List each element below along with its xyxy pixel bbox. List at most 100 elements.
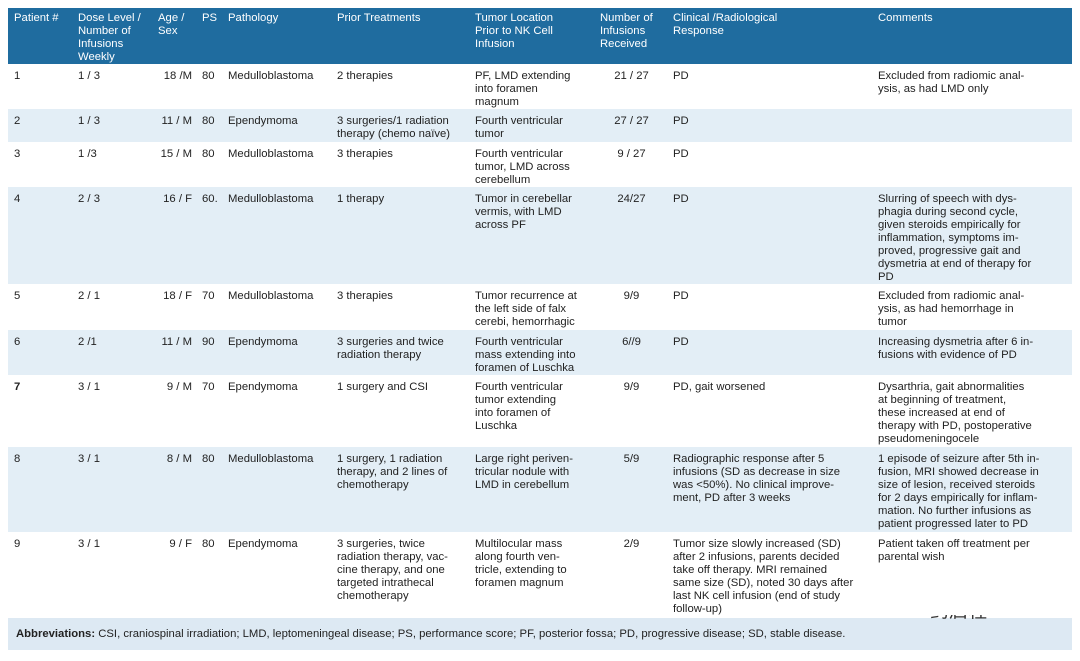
footnote-text: CSI, craniospinal irradiation; LMD, lept… xyxy=(98,628,846,640)
table-cell: PD xyxy=(673,70,689,82)
table-cell: 3 surgeries/1 radiation therapy (chemo n… xyxy=(337,115,451,140)
table-cell: 9 / F xyxy=(169,538,192,550)
table-cell: 9 xyxy=(14,538,21,550)
table-cell: 18 /M xyxy=(163,70,192,82)
table-cell: Excluded from radiomic anal- ysis, as ha… xyxy=(878,70,1025,95)
table-cell: 1 surgery, 1 radiation therapy, and 2 li… xyxy=(337,453,448,491)
table-cell: 80 xyxy=(202,115,215,127)
table-cell: Tumor size slowly increased (SD) after 2… xyxy=(673,538,854,615)
header-cell: Patient # xyxy=(14,12,59,24)
table-cell: 5 xyxy=(14,290,21,302)
table-cell: 1 episode of seizure after 5th in- fusio… xyxy=(878,453,1040,530)
table-row: 1 1 / 3 18 /M 80 Medulloblastoma 2 therapies P… xyxy=(8,64,1072,109)
table-cell: Ependymoma xyxy=(228,381,298,393)
table-row: 5 2 / 1 18 / F 70 Medulloblastoma 3 therapies… xyxy=(8,284,1072,330)
table-cell: 2 therapies xyxy=(337,70,393,82)
table-cell: 5/9 xyxy=(623,453,640,465)
table-cell: 80 xyxy=(202,70,215,82)
table-cell: Ependymoma xyxy=(228,336,298,348)
table-cell: 3 therapies xyxy=(337,148,393,160)
table-cell: 8 xyxy=(14,453,21,465)
table-cell: 1 therapy xyxy=(337,193,385,205)
table-row: 2 1 / 3 11 / M 80 Ependymoma 3 surgeries/1 ra… xyxy=(8,109,1072,142)
table-cell: 80 xyxy=(202,148,215,160)
table-cell: Excluded from radiomic anal- ysis, as ha… xyxy=(878,290,1025,328)
table-cell: 2/9 xyxy=(623,538,640,550)
table-cell: Ependymoma xyxy=(228,115,298,127)
footnote: Abbreviations: CSI, craniospinal irradia… xyxy=(8,618,1072,650)
header-cell: Number of Infusions Received xyxy=(600,12,653,50)
table-cell: 2 xyxy=(14,115,21,127)
table-cell: 70 xyxy=(202,381,215,393)
header-cell: Pathology xyxy=(228,12,279,24)
table-cell: 15 / M xyxy=(160,148,192,160)
table-cell: 1 / 3 xyxy=(78,115,100,127)
table-cell: Medulloblastoma xyxy=(228,148,314,160)
table-cell: 1 surgery and CSI xyxy=(337,381,429,393)
table-cell: 3 / 1 xyxy=(78,453,100,465)
table-row: 7 3 / 1 9 / M 70 Ependymoma 1 surgery and CSI… xyxy=(8,375,1072,447)
table-cell: 4 xyxy=(14,193,21,205)
header-cell: Clinical /Radiological Response xyxy=(673,12,778,37)
table-cell: 3 / 1 xyxy=(78,381,100,393)
table-row: 8 3 / 1 8 / M 80 Medulloblastoma 1 surgery, 1… xyxy=(8,447,1072,532)
table-cell: 1 xyxy=(14,70,21,82)
table-cell: Medulloblastoma xyxy=(228,453,314,465)
table-cell: Large right periven- tricular nodule wit… xyxy=(475,453,573,491)
table-cell: Fourth ventricular tumor, LMD across cer… xyxy=(475,148,570,186)
table-cell: PD, gait worsened xyxy=(673,381,766,393)
table-cell: 3 / 1 xyxy=(78,538,100,550)
table-cell: 18 / F xyxy=(163,290,192,302)
table-cell: PF, LMD extending into foramen magnum xyxy=(475,70,571,108)
table-row: 4 2 / 3 16 / F 60. Medulloblastoma 1 therapy T… xyxy=(8,187,1072,284)
table-cell: 27 / 27 xyxy=(614,115,649,127)
table-cell: 1 /3 xyxy=(78,148,97,160)
table-cell: 16 / F xyxy=(163,193,192,205)
table-cell: 9 / M xyxy=(166,381,192,393)
table-cell: 1 / 3 xyxy=(78,70,100,82)
table-cell: 6 xyxy=(14,336,21,348)
table-cell: Fourth ventricular mass extending into f… xyxy=(475,336,576,374)
header-cell: Prior Treatments xyxy=(337,12,421,24)
table-cell: 21 / 27 xyxy=(614,70,649,82)
header-row: Patient # Dose Level / Number of Infusion… xyxy=(8,8,1072,64)
footnote-label: Abbreviations: xyxy=(16,628,96,640)
table-cell: PD xyxy=(673,115,689,127)
table-cell: 3 surgeries and twice radiation therapy xyxy=(337,336,444,361)
table-cell: 3 therapies xyxy=(337,290,393,302)
table-cell: 11 / M xyxy=(161,115,192,127)
table-cell: PD xyxy=(673,148,689,160)
table-cell: Dysarthria, gait abnormalities at beginn… xyxy=(878,381,1032,445)
table-cell: Ependymoma xyxy=(228,538,298,550)
table-cell: Slurring of speech with dys- phagia duri… xyxy=(878,193,1032,283)
header-cell: Tumor Location Prior to NK Cell Infusion xyxy=(475,12,554,50)
table-cell: Medulloblastoma xyxy=(228,290,314,302)
table-cell: 7 xyxy=(14,381,21,393)
table-row: 9 3 / 1 9 / F 80 Ependymoma 3 surgeries, twic… xyxy=(8,532,1072,615)
table-row: 6 2 /1 11 / M 90 Ependymoma 3 surgeries and t… xyxy=(8,330,1072,375)
table-cell: Medulloblastoma xyxy=(228,70,314,82)
table-cell: 6//9 xyxy=(622,336,641,348)
table-cell: PD xyxy=(673,193,689,205)
table-cell: Multilocular mass along fourth ven- tric… xyxy=(475,538,567,589)
table-cell: 80 xyxy=(202,538,215,550)
table-cell: Tumor in cerebellar vermis, with LMD acr… xyxy=(475,193,572,231)
table-cell: 9 / 27 xyxy=(617,148,646,160)
header-cell: Comments xyxy=(878,12,933,24)
table-cell: 2 /1 xyxy=(78,336,97,348)
table-cell: Increasing dysmetria after 6 in- fusions… xyxy=(878,336,1034,361)
table-cell: PD xyxy=(673,336,689,348)
table-cell: 2 / 1 xyxy=(78,290,100,302)
table-cell: 60. xyxy=(202,193,218,205)
table-cell: Tumor recurrence at the left side of fal… xyxy=(475,290,577,328)
table-cell: 24/27 xyxy=(617,193,646,205)
table-cell: 80 xyxy=(202,453,215,465)
table-cell: Fourth ventricular tumor xyxy=(475,115,563,140)
header-cell: Age / Sex xyxy=(158,12,185,37)
table-cell: 90 xyxy=(202,336,215,348)
table-cell: Medulloblastoma xyxy=(228,193,314,205)
table-cell: Fourth ventricular tumor extending into … xyxy=(475,381,563,432)
table-cell: 2 / 3 xyxy=(78,193,100,205)
table-cell: Patient taken off treatment per parental… xyxy=(878,538,1030,563)
